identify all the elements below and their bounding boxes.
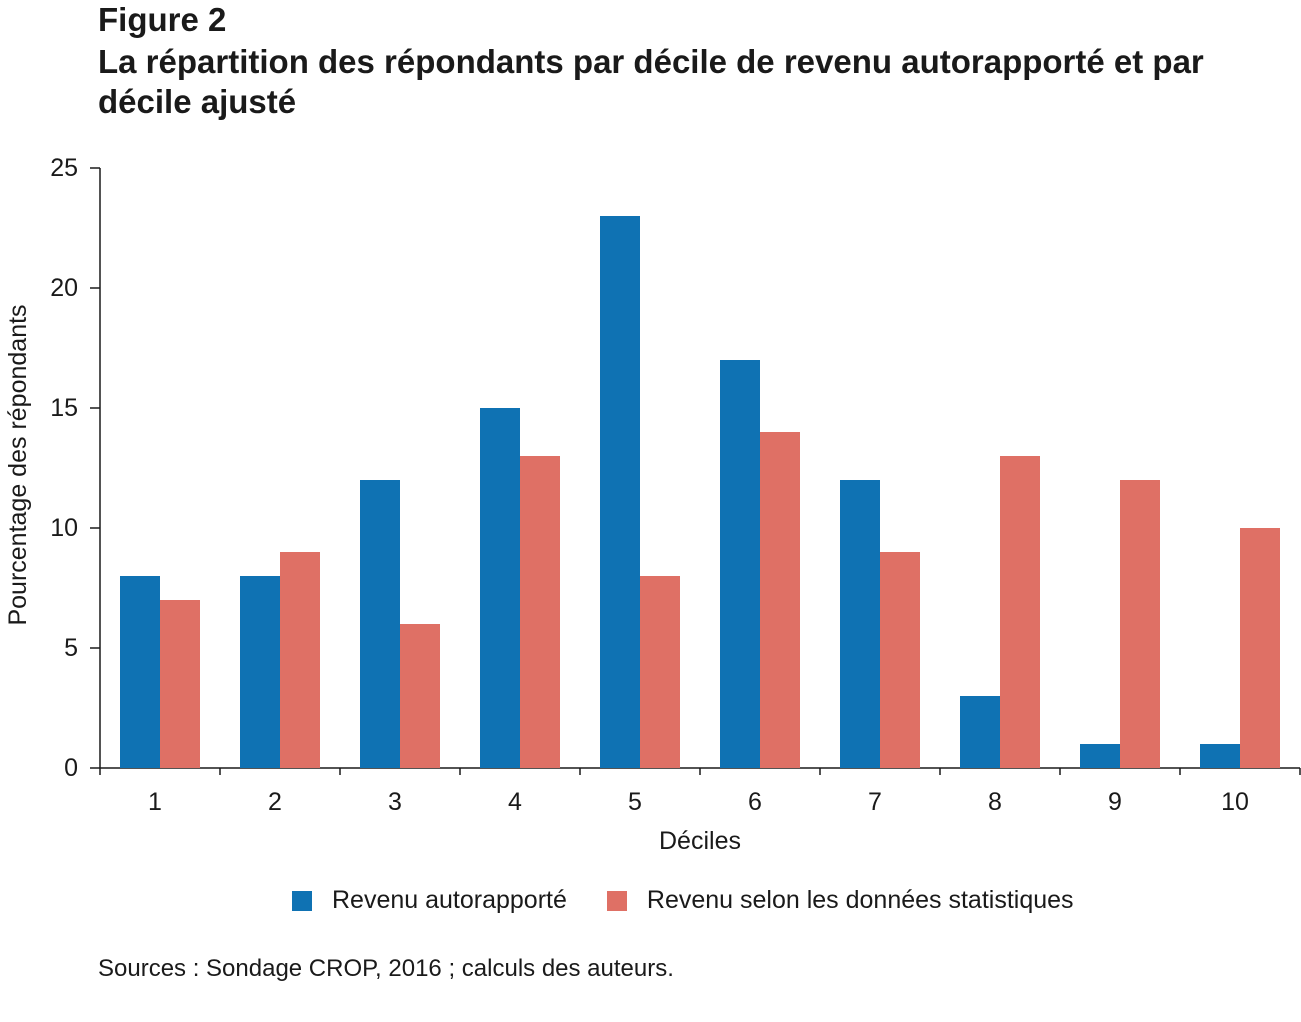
y-tick-label: 20 [50,274,78,302]
bar-series1-decile-9 [1080,744,1120,768]
legend-item-series1: Revenu autorapporté [292,886,567,915]
legend: Revenu autorapporté Revenu selon les don… [292,886,1114,915]
y-axis: 0 5 10 15 20 25 [50,154,101,782]
bar-series1-decile-3 [360,480,400,768]
bars [120,216,1280,768]
x-tick-label: 1 [148,788,162,816]
bar-series1-decile-10 [1200,744,1240,768]
y-tick-label: 10 [50,514,78,542]
legend-label: Revenu autorapporté [332,886,567,914]
x-axis-title: Déciles [659,827,741,855]
legend-label: Revenu selon les données statistiques [646,886,1074,914]
bar-series1-decile-1 [120,576,160,768]
chart-title: La répartition des répondants par décile… [98,43,1204,120]
bar-series2-decile-8 [1000,456,1040,768]
figure-label: Figure 2 [98,1,227,38]
legend-item-series2: Revenu selon les données statistiques [606,886,1074,915]
bar-series1-decile-5 [600,216,640,768]
x-tick-label: 3 [388,788,402,816]
x-tick-label: 2 [268,788,282,816]
bar-series1-decile-6 [720,360,760,768]
bar-series2-decile-5 [640,576,680,768]
x-tick-label: 10 [1221,788,1249,816]
y-tick-label: 15 [50,394,78,422]
bar-series2-decile-10 [1240,528,1280,768]
bar-series1-decile-2 [240,576,280,768]
y-axis-title: Pourcentage des répondants [4,304,32,625]
legend-swatch-red [606,890,627,911]
bar-series1-decile-4 [480,408,520,768]
bar-series1-decile-7 [840,480,880,768]
bar-series2-decile-4 [520,456,560,768]
bar-series2-decile-2 [280,552,320,768]
legend-swatch-blue [292,890,312,911]
bar-series2-decile-9 [1120,480,1160,768]
x-tick-label: 9 [1108,788,1122,816]
x-tick-label: 4 [508,788,522,816]
y-tick-label: 0 [64,754,78,782]
y-tick-label: 5 [64,634,78,662]
bar-series2-decile-7 [880,552,920,768]
x-tick-label: 5 [628,788,642,816]
x-axis: 1 2 3 4 5 6 7 8 9 10 [99,767,1301,816]
x-tick-label: 6 [748,788,762,816]
source-note: Sources : Sondage CROP, 2016 ; calculs d… [98,955,674,982]
bar-series2-decile-1 [160,600,200,768]
bar-series1-decile-8 [960,696,1000,768]
y-tick-label: 25 [50,154,78,182]
x-tick-label: 8 [988,788,1002,816]
bar-series2-decile-6 [760,432,800,768]
bar-series2-decile-3 [400,624,440,768]
x-tick-label: 7 [868,788,882,816]
bar-chart: 0 5 10 15 20 25 1 2 3 4 5 6 7 8 9 10 Pourcentage des r… [4,154,1301,855]
